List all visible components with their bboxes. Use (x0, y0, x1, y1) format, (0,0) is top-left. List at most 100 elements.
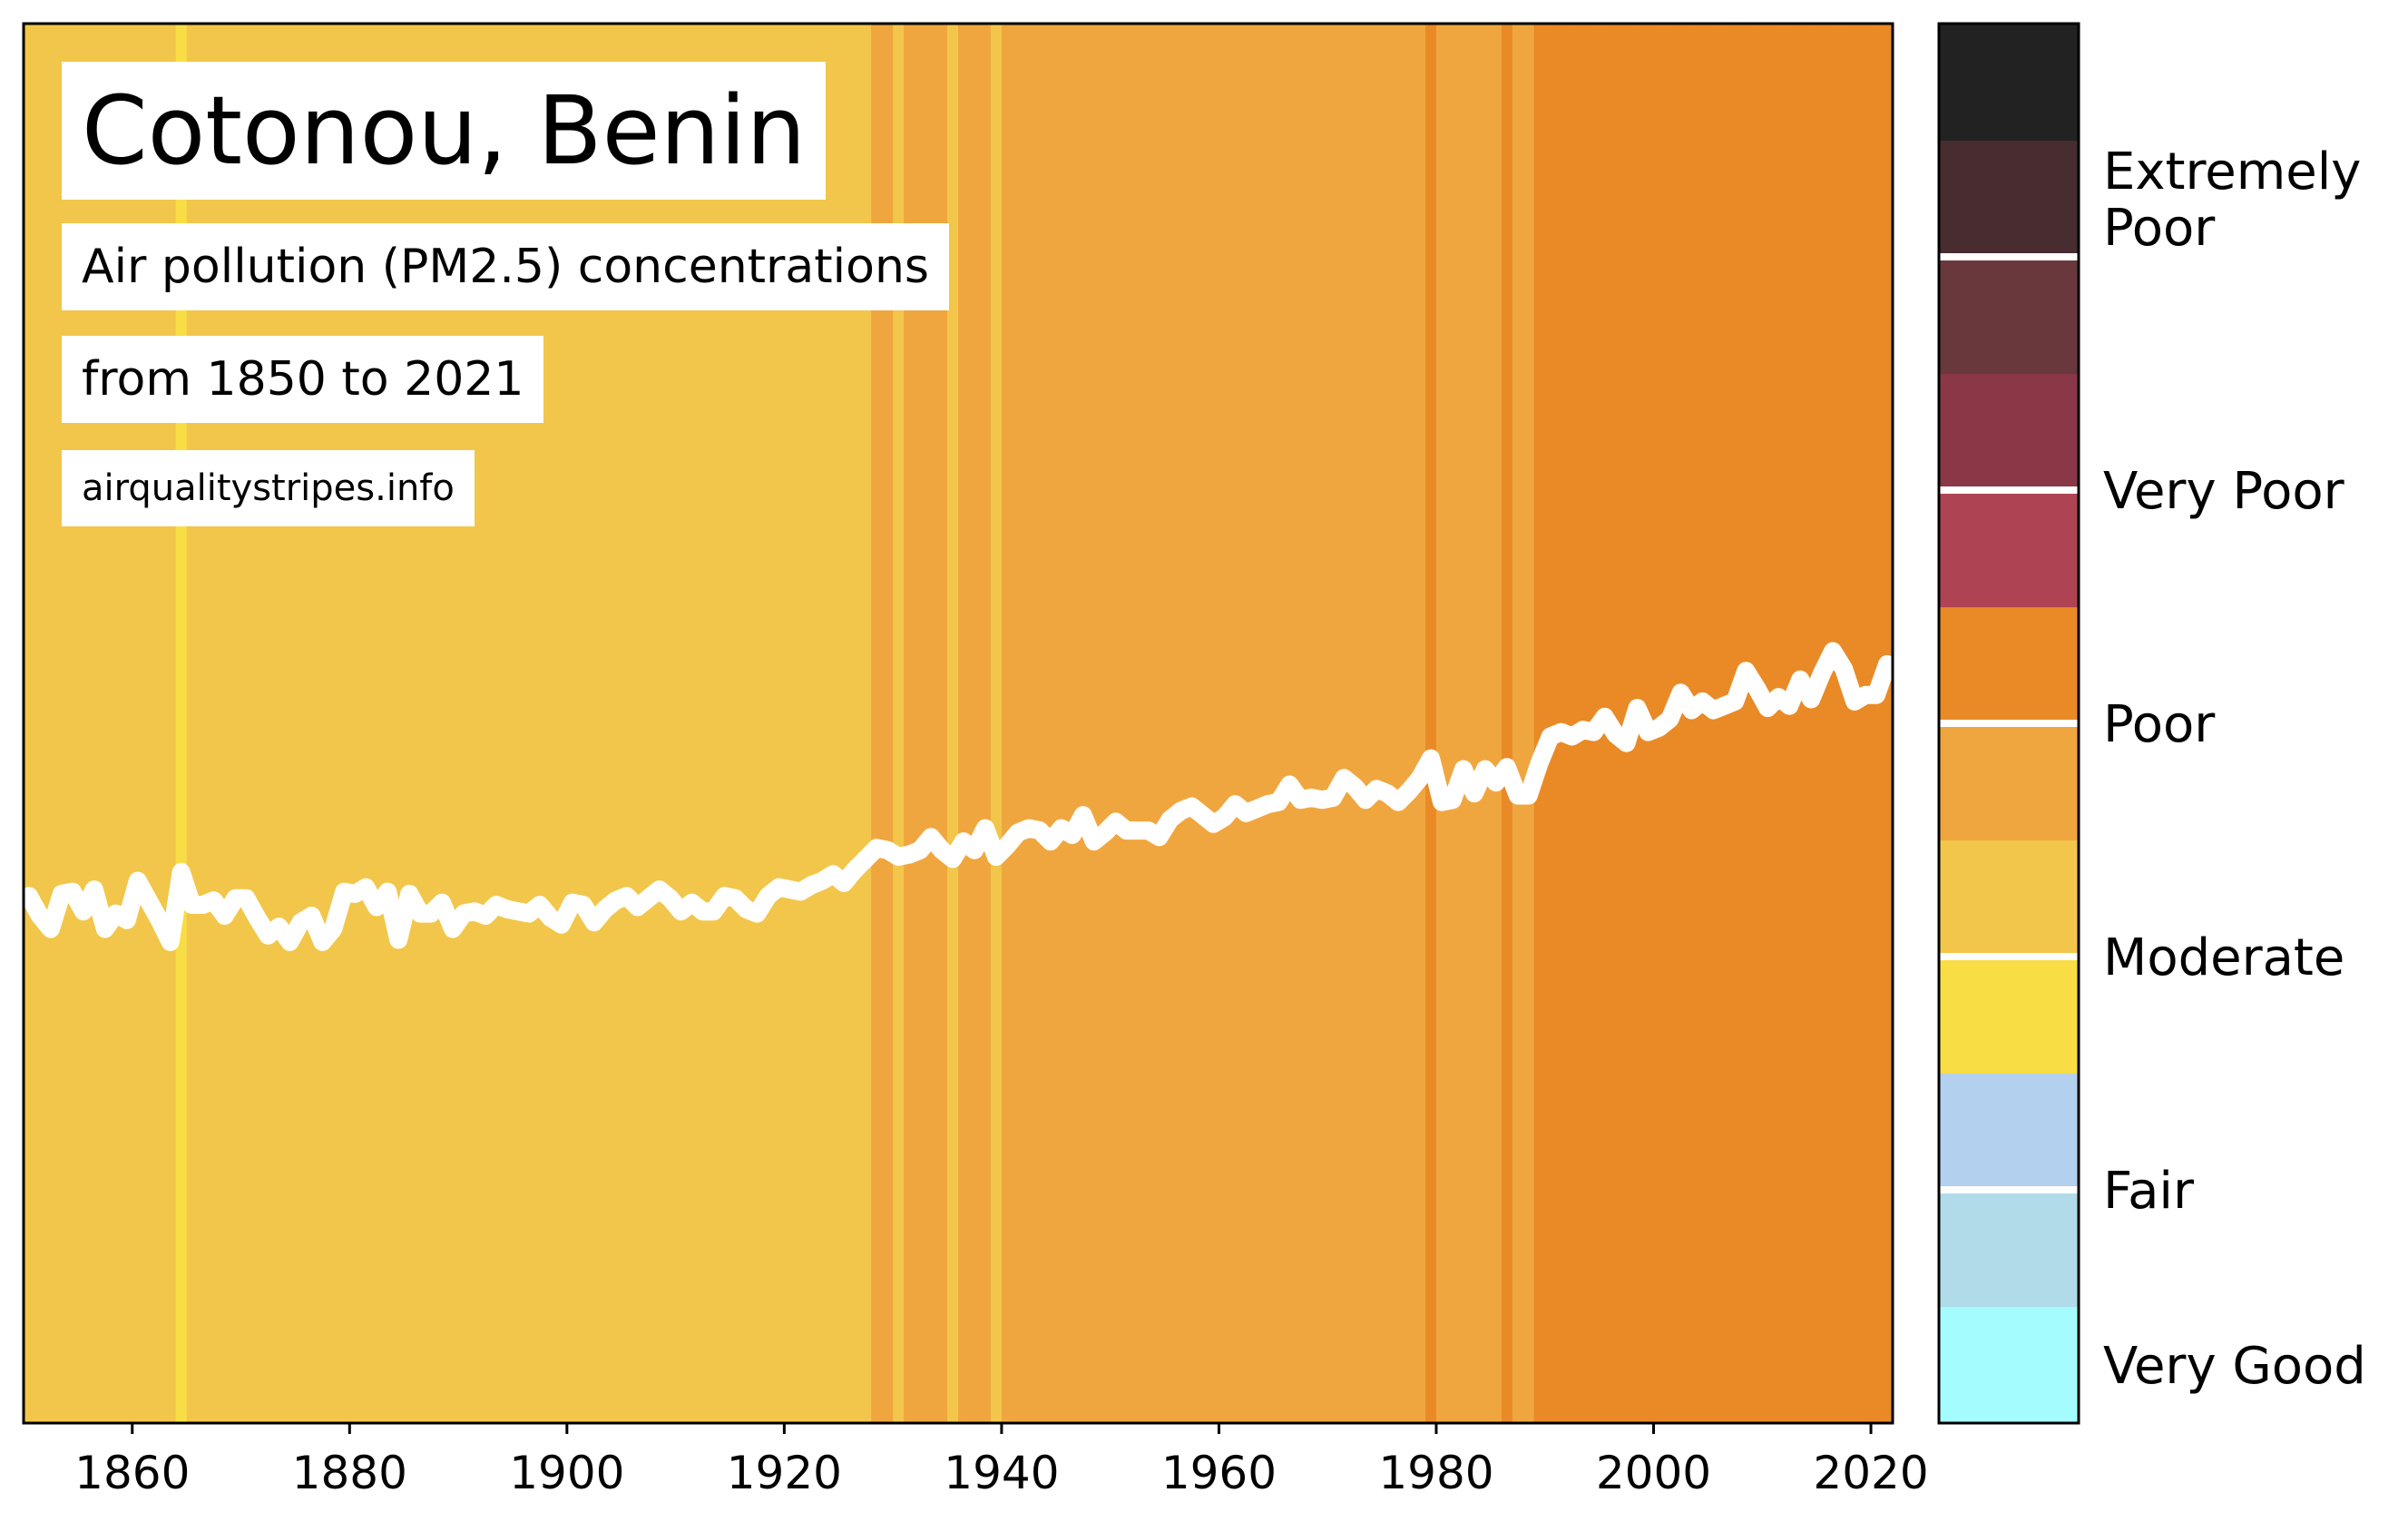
stripe-1941 (1012, 24, 1024, 1423)
stripe-1898 (544, 24, 557, 1423)
stripe-1914 (719, 24, 731, 1423)
stripe-2017 (1838, 24, 1850, 1423)
category-legend (1939, 24, 2079, 1424)
stripe-1989 (1533, 24, 1546, 1423)
legend-swatch-1 (1939, 1190, 2079, 1308)
chart-title: Cotonou, Benin (62, 62, 827, 200)
chart-year-range: from 1850 to 2021 (62, 336, 544, 423)
stripe-1909 (664, 24, 677, 1423)
stripe-1916 (740, 24, 753, 1423)
stripe-1981 (1446, 24, 1459, 1423)
legend-label-5: Extremely Poor (2103, 142, 2361, 258)
x-tick-label-2000: 2000 (1596, 1447, 1711, 1499)
stripe-1934 (936, 24, 948, 1423)
legend-label-3: Poor (2103, 695, 2216, 754)
stripe-1936 (958, 24, 970, 1423)
plot-frame (22, 22, 1894, 1425)
legend-swatch-7 (1939, 490, 2079, 608)
x-tick-label-1920: 1920 (727, 1447, 842, 1499)
stripe-2011 (1773, 24, 1785, 1423)
stripe-1971 (1338, 24, 1350, 1423)
stripe-1967 (1295, 24, 1307, 1423)
legend-swatch-10 (1939, 140, 2079, 258)
stripe-1940 (1001, 24, 1013, 1423)
stripe-1906 (631, 24, 644, 1423)
stripe-1928 (871, 24, 883, 1423)
x-tick-label-1860: 1860 (74, 1447, 190, 1499)
stripe-1910 (675, 24, 688, 1423)
stripe-2006 (1718, 24, 1730, 1423)
stripe-1979 (1425, 24, 1437, 1423)
stripe-1953 (1142, 24, 1155, 1423)
legend-swatch-3 (1939, 957, 2079, 1075)
legend-swatch-9 (1939, 257, 2079, 375)
stripe-1850 (24, 24, 35, 1423)
stripe-1902 (588, 24, 601, 1423)
stripe-1959 (1208, 24, 1220, 1423)
stripe-2014 (1806, 24, 1817, 1423)
stripe-1958 (1197, 24, 1209, 1423)
stripe-1955 (1164, 24, 1177, 1423)
stripe-2010 (1762, 24, 1774, 1423)
stripe-1899 (555, 24, 568, 1423)
x-tick-label-1940: 1940 (944, 1447, 1059, 1499)
stripe-1983 (1468, 24, 1481, 1423)
stripe-2016 (1827, 24, 1839, 1423)
stripe-1992 (1566, 24, 1579, 1423)
stripe-1956 (1175, 24, 1188, 1423)
stripe-1903 (599, 24, 612, 1423)
legend-swatch-4 (1939, 840, 2079, 957)
stripe-1964 (1262, 24, 1274, 1423)
stripe-1926 (849, 24, 861, 1423)
stripe-1988 (1522, 24, 1535, 1423)
stripe-1963 (1251, 24, 1263, 1423)
stripe-1915 (729, 24, 742, 1423)
stripe-1960 (1219, 24, 1231, 1423)
stripe-1930 (893, 24, 905, 1423)
stripe-1905 (621, 24, 633, 1423)
stripe-2009 (1751, 24, 1763, 1423)
source-label: airqualitystripes.info (62, 450, 475, 526)
legend-label-4: Very Poor (2103, 462, 2345, 521)
legend-swatch-6 (1939, 606, 2079, 724)
stripe-2008 (1740, 24, 1752, 1423)
stripe-1920 (784, 24, 796, 1423)
legend-swatch-0 (1939, 1306, 2079, 1424)
stripe-1968 (1306, 24, 1317, 1423)
stripe-2021 (1882, 24, 1894, 1423)
stripe-1927 (860, 24, 872, 1423)
stripe-1975 (1382, 24, 1394, 1423)
stripe-1946 (1066, 24, 1079, 1423)
stripe-1945 (1055, 24, 1068, 1423)
stripe-1952 (1131, 24, 1144, 1423)
stripe-1982 (1457, 24, 1470, 1423)
stripe-1900 (566, 24, 579, 1423)
x-tick-label-1980: 1980 (1378, 1447, 1493, 1499)
stripe-2002 (1675, 24, 1688, 1423)
stripe-1939 (990, 24, 1003, 1423)
stripe-1985 (1490, 24, 1503, 1423)
stripe-2007 (1729, 24, 1741, 1423)
stripe-1943 (1033, 24, 1046, 1423)
stripe-1944 (1044, 24, 1057, 1423)
stripe-2003 (1686, 24, 1698, 1423)
stripe-2004 (1697, 24, 1708, 1423)
stripe-1933 (925, 24, 937, 1423)
stripe-1965 (1273, 24, 1285, 1423)
stripe-1935 (947, 24, 959, 1423)
stripe-1908 (653, 24, 666, 1423)
stripe-1947 (1077, 24, 1090, 1423)
stripe-1932 (915, 24, 926, 1423)
stripe-1984 (1479, 24, 1492, 1423)
legend-label-2: Moderate (2103, 928, 2344, 987)
stripe-1970 (1327, 24, 1339, 1423)
stripe-2019 (1860, 24, 1872, 1423)
stripe-1929 (882, 24, 894, 1423)
legend-label-0: Very Good (2103, 1337, 2366, 1396)
stripe-1924 (827, 24, 839, 1423)
stripe-1948 (1088, 24, 1101, 1423)
stripe-2005 (1708, 24, 1719, 1423)
stripe-1973 (1360, 24, 1372, 1423)
stripe-1957 (1186, 24, 1199, 1423)
stripe-1962 (1240, 24, 1252, 1423)
